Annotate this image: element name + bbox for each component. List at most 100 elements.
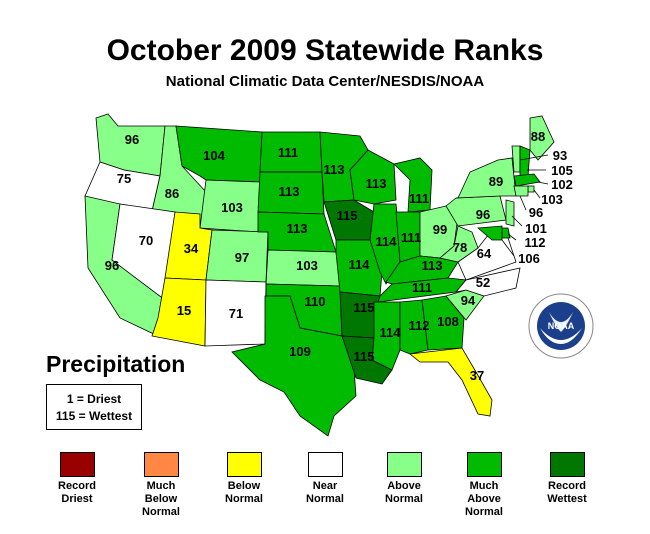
state-ga[interactable] [421, 295, 465, 351]
rank-label-ks: 103 [296, 258, 318, 273]
rank-label-az: 15 [177, 303, 191, 318]
rank-label-ca: 96 [105, 258, 119, 273]
rank-label-md: 106 [518, 251, 540, 266]
rank-label-fl: 37 [470, 368, 484, 383]
rank-label-ne: 113 [287, 221, 308, 236]
rank-label-nm: 71 [229, 306, 243, 321]
leader-ma [537, 181, 549, 185]
rank-label-ar: 115 [354, 300, 375, 315]
state-md[interactable] [477, 225, 503, 241]
state-ny[interactable] [455, 157, 517, 199]
rank-label-va: 64 [477, 246, 492, 261]
rank-label-sd: 113 [279, 184, 300, 199]
leader-nj [511, 215, 523, 227]
rank-label-co: 97 [235, 250, 249, 265]
rank-label-wa: 96 [125, 132, 139, 147]
rank-label-tn: 111 [412, 280, 432, 295]
rank-label-ct: 96 [529, 205, 543, 220]
legend-label-line: Record [58, 480, 96, 492]
rank-label-ms: 114 [380, 325, 402, 340]
rank-label-in: 111 [401, 230, 421, 245]
legend-label-line: Driest [61, 493, 93, 505]
state-wi[interactable] [349, 149, 397, 205]
map-title: October 2009 Statewide Ranks [106, 34, 544, 67]
legend-swatch-much-below-normal [143, 452, 179, 477]
rank-label-al: 112 [409, 318, 430, 333]
legend-item-below-normal: Below Normal [204, 452, 284, 506]
rank-label-sc: 94 [461, 293, 476, 308]
state-fl[interactable] [409, 347, 493, 417]
rank-label-nv: 70 [139, 233, 153, 248]
legend-label-line: Above [467, 493, 501, 505]
rank-label-me: 88 [531, 129, 545, 144]
rank-label-wi: 113 [366, 176, 387, 191]
rank-label-il: 114 [376, 234, 398, 249]
rank-label-mi: 111 [409, 191, 429, 206]
legend-item-above-normal: Above Normal [364, 452, 444, 506]
state-nh[interactable] [519, 145, 531, 177]
legend-item-much-above-normal: Much Above Normal [444, 452, 524, 519]
state-me[interactable] [529, 115, 555, 161]
noaa-logo-icon: NOAA [528, 293, 594, 359]
legend-item-record-driest: Record Driest [37, 452, 117, 506]
state-al[interactable] [399, 299, 429, 355]
rank-label-mn: 113 [324, 162, 345, 177]
rank-label-id: 86 [165, 186, 179, 201]
legend-label-line: Record [548, 480, 586, 492]
rank-label-nd: 111 [278, 145, 298, 160]
state-ct[interactable] [513, 185, 529, 197]
leader-de [507, 233, 517, 241]
rank-label-wy: 103 [221, 200, 243, 215]
state-pa[interactable] [445, 195, 507, 227]
rank-label-la: 115 [354, 349, 375, 364]
rank-label-ga: 108 [437, 314, 459, 329]
rank-label-vt: 93 [553, 148, 567, 163]
legend-swatch-near-normal [307, 452, 343, 477]
rank-label-ia: 115 [337, 208, 358, 223]
state-ma[interactable] [513, 173, 541, 187]
rank-label-nh: 105 [551, 163, 573, 178]
legend-label-line: Normal [465, 506, 503, 518]
state-wv[interactable] [439, 225, 479, 263]
legend-label-line: Below [144, 493, 178, 505]
rank-label-ma: 102 [551, 177, 573, 192]
noaa-logo-text: NOAA [548, 321, 575, 331]
rank-label-mt: 104 [203, 148, 225, 163]
legend-item-much-below-normal: Much Below Normal [121, 452, 201, 519]
leader-vt [519, 154, 549, 161]
rank-label-nc: 52 [476, 275, 490, 290]
legend-label-line: Normal [225, 493, 263, 505]
legend-label-line: Normal [385, 493, 423, 505]
rank-label-wv: 78 [453, 240, 467, 255]
state-tx[interactable] [231, 295, 357, 437]
legend-label-line: Above [387, 480, 421, 492]
legend-swatch-record-driest [59, 452, 95, 477]
rank-label-ut: 34 [184, 241, 199, 256]
variable-label: Precipitation [46, 351, 186, 377]
legend-item-near-normal: Near Normal [285, 452, 365, 506]
rank-label-pa: 96 [476, 207, 490, 222]
key-driest: 1 = Driest [66, 392, 122, 406]
state-az[interactable] [151, 277, 207, 347]
legend-label-line: Much [469, 480, 499, 492]
leader-ri [533, 189, 541, 199]
rank-label-tx: 109 [289, 344, 311, 359]
state-il[interactable] [369, 203, 403, 285]
legend-label-line: Much [146, 480, 176, 492]
rank-label-ky: 113 [422, 258, 443, 273]
rank-label-or: 75 [117, 171, 131, 186]
rank-label-mo: 114 [349, 257, 371, 272]
leader-md [501, 239, 515, 257]
legend-label-line: Wettest [547, 493, 587, 505]
state-nj[interactable] [505, 199, 515, 227]
legend-item-record-wettest: Record Wettest [527, 452, 607, 506]
rank-label-ok: 110 [305, 294, 326, 309]
rank-label-de: 112 [525, 235, 546, 250]
key-wettest: 115 = Wettest [55, 409, 133, 423]
rank-label-ny: 89 [489, 174, 503, 189]
state-de[interactable] [501, 227, 511, 239]
legend-label-line: Below [227, 480, 261, 492]
state-ri[interactable] [527, 185, 535, 193]
legend-swatch-record-wettest [549, 452, 585, 477]
